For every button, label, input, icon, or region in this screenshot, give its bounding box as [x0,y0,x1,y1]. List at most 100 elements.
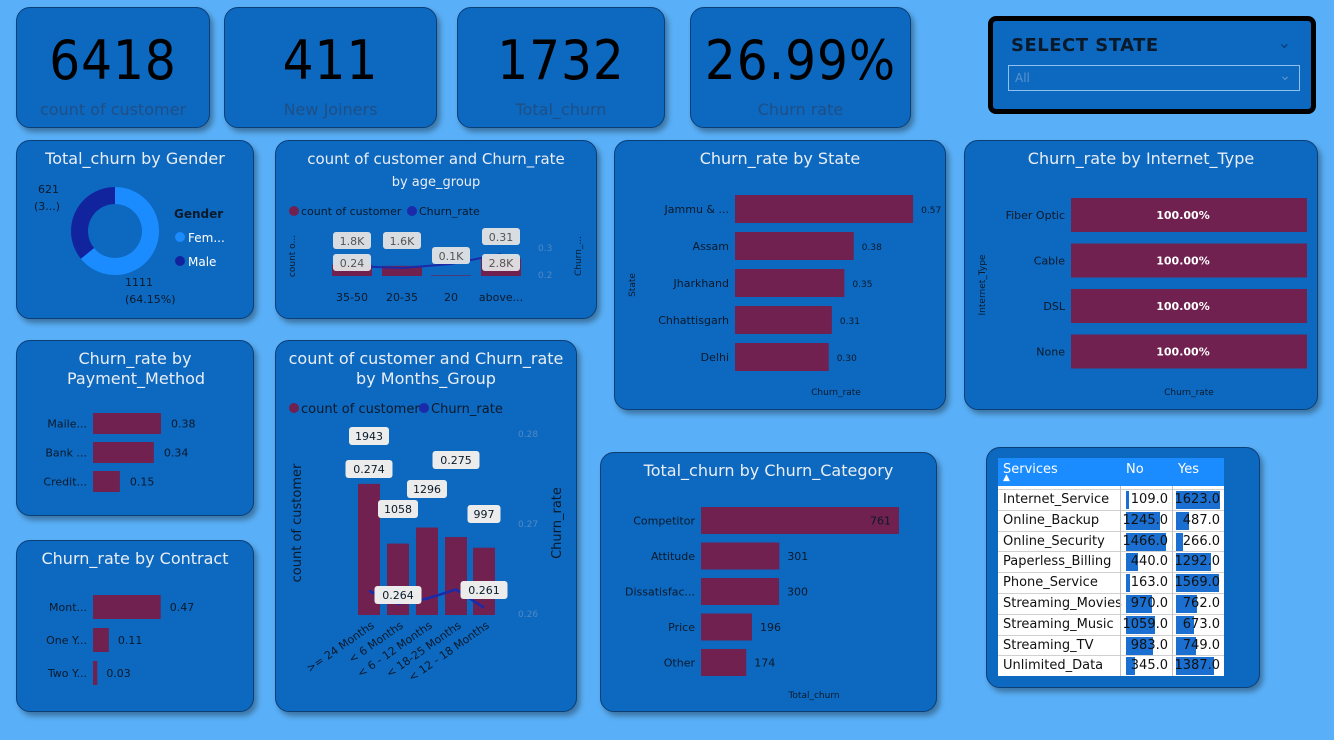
category-label: Two Y... [47,667,87,680]
yes-value: 673.0 [1182,616,1220,632]
state-slicer[interactable]: SELECT STATE ⌄ All ⌄ [988,16,1316,114]
chart-title: count of customer and Churn_rate by Mont… [288,349,564,388]
category-label: Bank ... [45,447,87,460]
table-row: Streaming_Music 1059.0 673.0 [998,613,1224,635]
gender-donut-chart: Gender Fem... Male 1111 (64.15%) 621 (3...) [34,183,225,306]
data-label-box [460,581,508,599]
data-label-box [345,460,393,478]
chart-card-churn-category: Total_churn by Churn_Category Competitor… [600,452,937,712]
chart-card-age-group: count of customer and Churn_rate by age_… [275,140,597,319]
kpi-value: 411 [282,29,379,92]
services-table: Services ▲ No Yes Internet_Service 109.0 1… [998,458,1224,676]
legend-marker-count [289,206,299,216]
column-divider [1172,486,1173,676]
count-label: 1.6K [390,235,415,248]
data-label-box [407,480,447,498]
data-label: 0.35 [852,280,872,290]
no-data-bar [1126,636,1153,655]
no-value: 440.0 [1130,554,1168,570]
no-value: 109.0 [1130,492,1168,507]
y2-axis-title: Churn_rate [550,487,565,559]
donut-slice-male [71,187,115,259]
count-label: 1296 [413,483,441,496]
churn-rate-label: 0.264 [382,589,414,602]
column-header-no[interactable]: No [1126,462,1144,477]
no-value: 1059.0 [1122,616,1169,632]
count-label: 1058 [384,503,412,516]
bar [701,507,899,534]
slicer-selected-value: All [1015,71,1030,85]
category-label: Delhi [701,351,729,364]
bar [735,306,832,334]
no-value: 1466.0 [1122,533,1169,549]
kpi-card-new-joiners: 411 New Joiners [224,7,437,128]
kpi-label: Total_churn [515,100,607,119]
y2-tick-label: 0.27 [518,520,538,530]
y-axis-title: State [628,273,638,297]
bar [1071,198,1307,232]
data-label: 196 [760,621,781,634]
chart-card-months-group: count of customer and Churn_rate by Mont… [275,340,577,712]
yes-value: 1292.0 [1174,554,1221,570]
table-row: Phone_Service 163.0 1569.0 [998,572,1224,593]
bar [445,537,467,615]
bar [735,343,829,371]
chevron-down-icon[interactable]: ⌄ [1277,33,1291,52]
data-label: 0.11 [118,634,143,647]
category-label: Assam [693,240,729,253]
category-label: Jharkhand [672,277,729,290]
no-data-bar [1126,615,1155,634]
data-label: 300 [787,586,808,599]
bar [93,442,154,463]
chart-title: Total_churn by Gender [45,149,225,168]
yes-value: 749.0 [1182,637,1220,653]
legend-label-churn-rate: Churn_rate [419,205,480,218]
yes-data-bar [1176,532,1184,551]
count-label: 1.8K [340,235,365,248]
category-label: None [1036,346,1065,359]
kpi-value: 1732 [497,29,625,92]
table-row: Paperless_Billing 440.0 1292.0 [998,551,1224,572]
yes-value: 1387.0 [1174,658,1221,674]
no-data-bar [1126,574,1131,593]
sort-arrow-icon[interactable]: ▲ [1003,473,1010,483]
table-row: Online_Security 1466.0 266.0 [998,530,1224,552]
x-axis-title: Churn_rate [1164,388,1214,398]
yes-data-bar [1176,491,1220,509]
data-label: 0.38 [171,418,196,431]
column-divider [1120,486,1121,676]
count-label: 1943 [355,430,383,443]
kpi-label: Churn rate [757,100,844,119]
bar [93,471,120,492]
table-row: Internet_Service 109.0 1623.0 [998,489,1224,510]
chevron-down-icon: ⌄ [1279,68,1291,84]
column-header-services[interactable]: Services [1003,462,1058,477]
data-label: 0.03 [106,667,131,680]
chart-card-gender: Total_churn by Gender Gender Fem... Male… [16,140,254,319]
data-label: 0.34 [164,447,189,460]
donut-slice-female [80,187,160,275]
service-name: Online_Backup [1003,512,1100,528]
x-axis-title: Total_churn [787,691,839,701]
yes-data-bar [1176,615,1195,634]
kpi-value: 26.99% [704,29,897,92]
slicer-dropdown[interactable]: All ⌄ [1008,65,1300,91]
y-axis-title: count of customer [290,463,305,582]
contract-chart: Mont... 0.47 One Y... 0.11 Two Y... 0.03 [46,595,194,685]
legend-label-male: Male [188,255,216,269]
category-label: DSL [1043,300,1065,313]
kpi-label: New Joiners [283,100,378,119]
no-data-bar [1126,657,1136,676]
service-name: Unlimited_Data [1003,658,1104,674]
column-header-yes[interactable]: Yes [1178,462,1199,477]
data-label-box [374,586,422,604]
yes-value: 487.0 [1182,512,1220,528]
category-label: Other [664,657,696,670]
churn-category-chart: Competitor 761 Attitude 301 Dissatisfac... 30… [625,507,899,701]
category-label: One Y... [46,634,87,647]
y-axis-title: Internet_Type [978,254,988,315]
category-label: Cable [1034,255,1065,268]
legend-label-count: count of customer [301,402,420,417]
no-data-bar [1126,595,1153,613]
